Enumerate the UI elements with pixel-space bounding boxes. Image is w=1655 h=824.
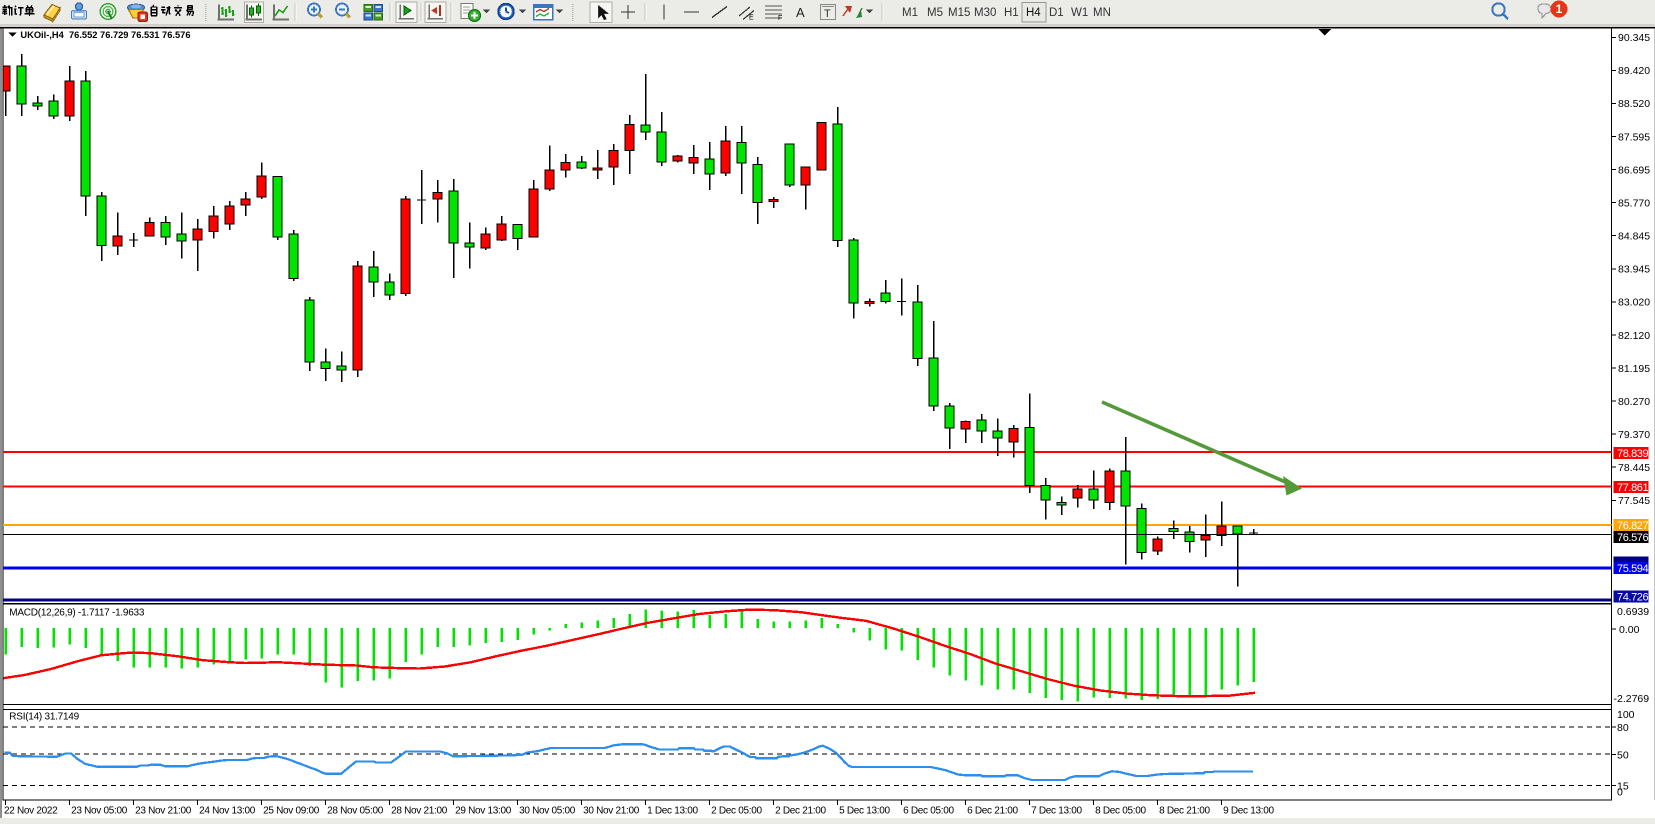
svg-text:1 Dec 13:00: 1 Dec 13:00: [647, 806, 698, 817]
svg-text:7 Dec 13:00: 7 Dec 13:00: [1031, 806, 1082, 817]
svg-text:83.020: 83.020: [1618, 297, 1650, 309]
svg-text:8 Dec 21:00: 8 Dec 21:00: [1159, 806, 1210, 817]
svg-text:M1: M1: [902, 7, 918, 19]
svg-text:D1: D1: [1049, 7, 1064, 19]
svg-text:78.839: 78.839: [1617, 448, 1649, 460]
svg-text:77.545: 77.545: [1618, 495, 1650, 507]
svg-text:30 Nov 05:00: 30 Nov 05:00: [519, 806, 576, 817]
svg-text:0.00: 0.00: [1619, 624, 1640, 636]
svg-text:30 Nov 21:00: 30 Nov 21:00: [583, 806, 640, 817]
svg-text:8 Dec 05:00: 8 Dec 05:00: [1095, 806, 1146, 817]
svg-text:MACD(12,26,9) -1.7117 -1.9633: MACD(12,26,9) -1.7117 -1.9633: [9, 608, 145, 619]
svg-text:M30: M30: [974, 7, 996, 19]
svg-text:2 Dec 05:00: 2 Dec 05:00: [711, 806, 762, 817]
svg-text:-2.2769: -2.2769: [1614, 693, 1650, 705]
svg-text:24 Nov 13:00: 24 Nov 13:00: [199, 806, 256, 817]
svg-text:76.552 76.729 76.531 76.576: 76.552 76.729 76.531 76.576: [69, 30, 191, 40]
svg-text:RSI(14) 31.7149: RSI(14) 31.7149: [9, 712, 79, 723]
svg-text:H4: H4: [1026, 7, 1041, 19]
svg-text:F: F: [778, 15, 782, 22]
svg-text:H1: H1: [1004, 7, 1019, 19]
svg-text:22 Nov 2022: 22 Nov 2022: [4, 806, 58, 817]
svg-text:A: A: [796, 5, 805, 20]
svg-text:80.270: 80.270: [1618, 396, 1650, 408]
svg-text:0: 0: [1617, 787, 1623, 799]
svg-text:6 Dec 05:00: 6 Dec 05:00: [903, 806, 954, 817]
svg-text:2 Dec 21:00: 2 Dec 21:00: [775, 806, 826, 817]
svg-text:9 Dec 13:00: 9 Dec 13:00: [1223, 806, 1274, 817]
svg-text:MN: MN: [1093, 7, 1111, 19]
svg-text:82.120: 82.120: [1618, 330, 1650, 342]
svg-text:76.576: 76.576: [1617, 532, 1649, 544]
svg-text:89.420: 89.420: [1618, 65, 1650, 77]
svg-text:81.195: 81.195: [1618, 363, 1650, 375]
svg-text:0.6939: 0.6939: [1617, 606, 1649, 618]
svg-text:86.695: 86.695: [1618, 164, 1650, 176]
svg-text:23 Nov 05:00: 23 Nov 05:00: [71, 806, 128, 817]
svg-text:100: 100: [1617, 709, 1635, 721]
svg-text:76.827: 76.827: [1617, 520, 1649, 532]
svg-text:84.845: 84.845: [1618, 231, 1650, 243]
svg-text:15: 15: [1617, 780, 1629, 792]
svg-text:1: 1: [1556, 2, 1563, 16]
svg-text:29 Nov 13:00: 29 Nov 13:00: [455, 806, 512, 817]
svg-text:79.370: 79.370: [1618, 429, 1650, 441]
svg-text:77.861: 77.861: [1617, 482, 1649, 494]
svg-text:74.726: 74.726: [1617, 592, 1649, 604]
svg-text:88.520: 88.520: [1618, 98, 1650, 110]
svg-text:28 Nov 21:00: 28 Nov 21:00: [391, 806, 448, 817]
svg-text:M15: M15: [948, 7, 970, 19]
svg-text:75.594: 75.594: [1617, 563, 1649, 575]
svg-text:87.595: 87.595: [1618, 131, 1650, 143]
svg-text:25 Nov 09:00: 25 Nov 09:00: [263, 806, 320, 817]
svg-text:80: 80: [1617, 722, 1629, 734]
svg-text:W1: W1: [1071, 7, 1088, 19]
svg-text:78.445: 78.445: [1618, 462, 1650, 474]
svg-text:T: T: [824, 8, 831, 20]
svg-text:83.945: 83.945: [1618, 264, 1650, 276]
svg-text:5 Dec 13:00: 5 Dec 13:00: [839, 806, 890, 817]
svg-text:28 Nov 05:00: 28 Nov 05:00: [327, 806, 384, 817]
svg-text:90.345: 90.345: [1618, 32, 1650, 44]
svg-text:50: 50: [1617, 749, 1629, 761]
svg-text:85.770: 85.770: [1618, 198, 1650, 210]
svg-text:6 Dec 21:00: 6 Dec 21:00: [967, 806, 1018, 817]
svg-text:UKOil-,H4: UKOil-,H4: [20, 30, 64, 40]
svg-text:E: E: [749, 15, 754, 22]
svg-text:23 Nov 21:00: 23 Nov 21:00: [135, 806, 192, 817]
svg-text:M5: M5: [927, 7, 943, 19]
